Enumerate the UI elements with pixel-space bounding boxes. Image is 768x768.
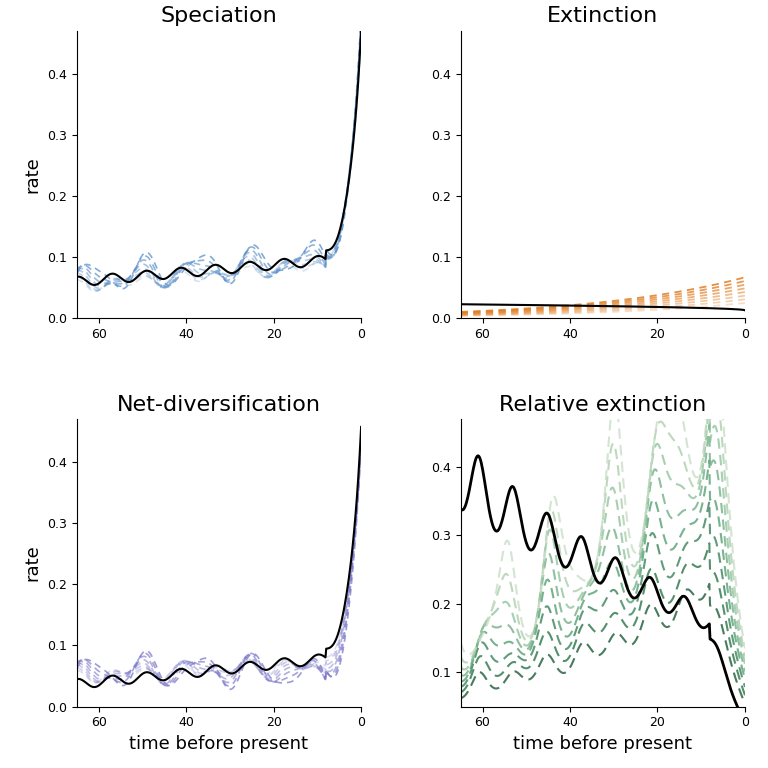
Title: Speciation: Speciation xyxy=(161,6,277,26)
Y-axis label: rate: rate xyxy=(24,545,41,581)
X-axis label: time before present: time before present xyxy=(130,735,309,753)
Title: Net-diversification: Net-diversification xyxy=(117,395,321,415)
Title: Extinction: Extinction xyxy=(547,6,658,26)
Title: Relative extinction: Relative extinction xyxy=(499,395,707,415)
Y-axis label: rate: rate xyxy=(24,156,41,193)
X-axis label: time before present: time before present xyxy=(513,735,692,753)
